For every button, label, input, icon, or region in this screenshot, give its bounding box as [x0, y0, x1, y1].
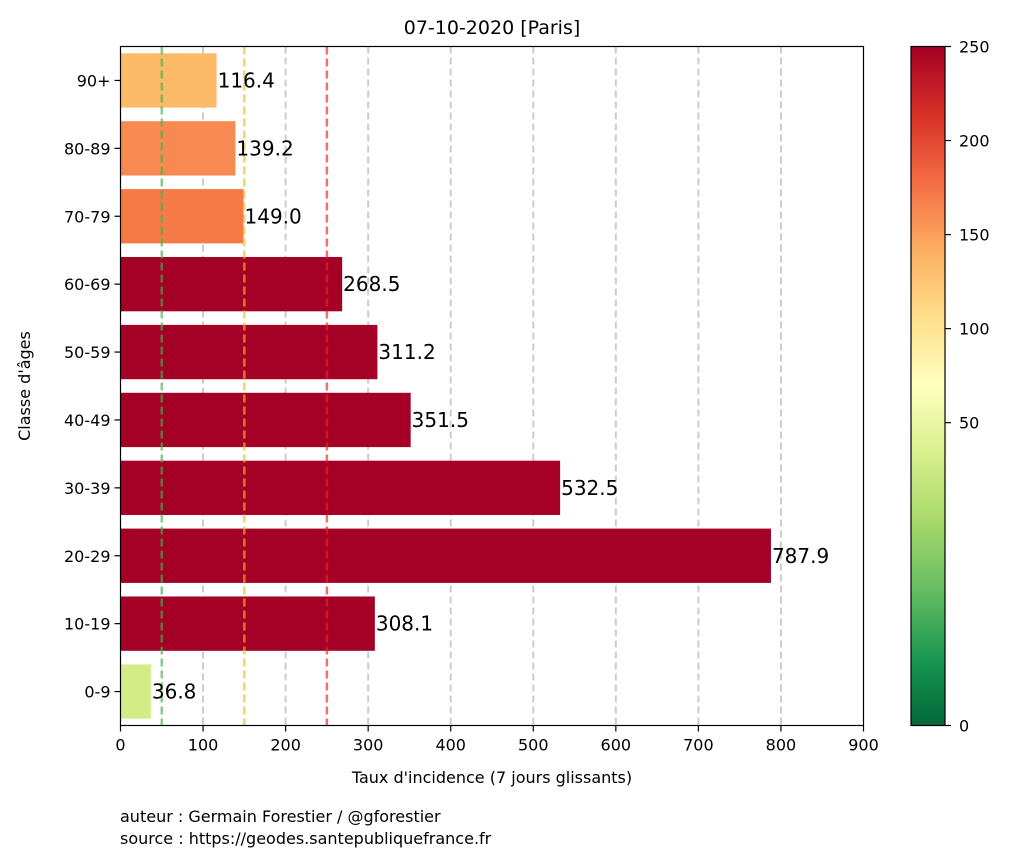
credits: auteur : Germain Forestier / @gforestier…	[120, 806, 491, 850]
value-label: 351.5	[412, 408, 469, 432]
x-tick-label: 700	[683, 736, 714, 755]
y-tick-label: 80-89	[64, 139, 111, 158]
y-tick-label: 0-9	[84, 683, 110, 702]
colorbar-tick-label: 0	[959, 717, 969, 736]
reference-lines	[160, 46, 329, 726]
chart-title: 07-10-2020 [Paris]	[404, 17, 581, 39]
x-tick-label: 0	[115, 736, 125, 755]
value-labels: 36.8 308.1 787.9 532.5 351.5 311.2 268.5 149.0 1…	[152, 68, 829, 703]
value-label: 311.2	[378, 340, 435, 364]
colorbar-tick-label: 250	[959, 38, 990, 57]
bar-30-39	[120, 460, 561, 516]
colorbar-tick-label: 200	[959, 132, 990, 151]
value-label: 116.4	[218, 68, 275, 92]
x-tick-label: 600	[601, 736, 632, 755]
x-tick-label: 300	[353, 736, 384, 755]
y-tick-label: 20-29	[64, 547, 111, 566]
x-axis-label: Taux d'incidence (7 jours glissants)	[351, 768, 632, 787]
y-tick-label: 70-79	[64, 207, 111, 226]
bar-0-9	[120, 664, 151, 719]
value-label: 308.1	[376, 612, 433, 636]
bar-60-69	[120, 256, 343, 312]
colorbar	[910, 45, 946, 727]
source-credit: source : https://geodes.santepubliquefra…	[120, 829, 492, 848]
plot-frame	[119, 45, 865, 727]
x-axis-ticks: 0 100 200 300 400 500 600 700 800 900	[115, 725, 879, 755]
bar-80-89	[120, 121, 236, 176]
y-axis-ticks: 0-9 10-19 20-29 30-39 40-49 50-59 60-69 70-79 80…	[64, 71, 121, 702]
value-label: 268.5	[343, 272, 400, 296]
value-label: 36.8	[152, 680, 197, 704]
colorbar-tick-label: 50	[959, 414, 979, 433]
bars	[120, 53, 771, 719]
colorbar-ticks: 0 50 100 150 200 250	[945, 38, 990, 736]
value-label: 149.0	[245, 204, 302, 228]
x-tick-label: 100	[188, 736, 219, 755]
value-label: 532.5	[561, 476, 618, 500]
x-tick-label: 400	[435, 736, 466, 755]
y-tick-label: 50-59	[64, 343, 111, 362]
y-axis-label: Classe d'âges	[15, 331, 34, 441]
y-tick-label: 30-39	[64, 479, 111, 498]
y-tick-label: 10-19	[64, 615, 111, 634]
y-tick-label: 40-49	[64, 411, 111, 430]
colorbar-tick-label: 100	[959, 320, 990, 339]
x-tick-label: 500	[518, 736, 549, 755]
bar-10-19	[120, 596, 375, 651]
bar-40-49	[120, 392, 411, 448]
value-label: 139.2	[236, 136, 293, 160]
x-tick-label: 800	[766, 736, 797, 755]
colorbar-tick-label: 150	[959, 226, 990, 245]
x-tick-label: 200	[270, 736, 301, 755]
x-tick-label: 900	[848, 736, 879, 755]
bar-70-79	[120, 189, 244, 244]
bar-90+	[120, 53, 217, 108]
bar-20-29	[120, 528, 771, 583]
bar-50-59	[120, 324, 378, 380]
y-tick-label: 90+	[77, 71, 111, 90]
value-label: 787.9	[772, 544, 829, 568]
author-credit: auteur : Germain Forestier / @gforestier	[120, 807, 441, 826]
y-tick-label: 60-69	[64, 275, 111, 294]
